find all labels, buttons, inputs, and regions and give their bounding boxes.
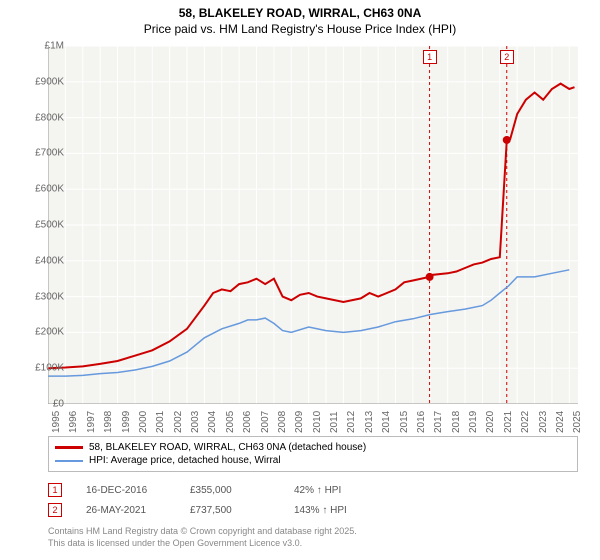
legend-item-0: 58, BLAKELEY ROAD, WIRRAL, CH63 0NA (det… [55, 441, 571, 454]
xtick-label: 2018 [451, 411, 462, 433]
ytick-label: £200K [24, 327, 64, 338]
xtick-label: 2004 [207, 411, 218, 433]
footer-attribution: Contains HM Land Registry data © Crown c… [48, 526, 357, 549]
xtick-label: 1996 [68, 411, 79, 433]
xtick-label: 2011 [329, 411, 340, 433]
ytick-label: £700K [24, 148, 64, 159]
legend-swatch-icon [55, 446, 83, 449]
chart-title: 58, BLAKELEY ROAD, WIRRAL, CH63 0NA Pric… [0, 0, 600, 37]
legend-swatch-icon [55, 460, 83, 462]
ytick-label: £300K [24, 291, 64, 302]
xtick-label: 2009 [294, 411, 305, 433]
xtick-label: 2025 [572, 411, 583, 433]
xtick-label: 2012 [346, 411, 357, 433]
xtick-label: 2002 [173, 411, 184, 433]
ytick-label: £400K [24, 255, 64, 266]
plot-svg [48, 46, 578, 404]
xtick-label: 2003 [190, 411, 201, 433]
ytick-label: £100K [24, 363, 64, 374]
xtick-label: 2001 [155, 411, 166, 433]
sale-date: 16-DEC-2016 [86, 485, 166, 496]
ytick-label: £1M [24, 41, 64, 52]
marker-badge-2: 2 [48, 503, 62, 517]
xtick-label: 2023 [538, 411, 549, 433]
xtick-label: 2022 [520, 411, 531, 433]
xtick-label: 2013 [364, 411, 375, 433]
ytick-label: £0 [24, 399, 64, 410]
ytick-label: £600K [24, 184, 64, 195]
xtick-label: 2019 [468, 411, 479, 433]
xtick-label: 2005 [225, 411, 236, 433]
sale-marker-badge-1: 1 [423, 50, 437, 64]
xtick-label: 2008 [277, 411, 288, 433]
xtick-label: 2014 [381, 411, 392, 433]
ytick-label: £900K [24, 76, 64, 87]
xtick-label: 2015 [399, 411, 410, 433]
xtick-label: 2017 [433, 411, 444, 433]
table-row: 2 26-MAY-2021 £737,500 143% ↑ HPI [48, 500, 578, 520]
title-line2: Price paid vs. HM Land Registry's House … [0, 22, 600, 38]
sale-price: £737,500 [190, 505, 270, 516]
legend-label: HPI: Average price, detached house, Wirr… [89, 455, 281, 466]
title-line1: 58, BLAKELEY ROAD, WIRRAL, CH63 0NA [0, 6, 600, 22]
table-row: 1 16-DEC-2016 £355,000 42% ↑ HPI [48, 480, 578, 500]
footer-line1: Contains HM Land Registry data © Crown c… [48, 526, 357, 538]
xtick-label: 2010 [312, 411, 323, 433]
xtick-label: 2007 [260, 411, 271, 433]
marker-badge-1: 1 [48, 483, 62, 497]
xtick-label: 2020 [485, 411, 496, 433]
legend-item-1: HPI: Average price, detached house, Wirr… [55, 454, 571, 467]
ytick-label: £500K [24, 220, 64, 231]
footer-line2: This data is licensed under the Open Gov… [48, 538, 357, 550]
xtick-label: 1997 [86, 411, 97, 433]
sale-marker-badge-2: 2 [500, 50, 514, 64]
sale-delta: 42% ↑ HPI [294, 485, 374, 496]
legend: 58, BLAKELEY ROAD, WIRRAL, CH63 0NA (det… [48, 436, 578, 472]
xtick-label: 2006 [242, 411, 253, 433]
sale-price: £355,000 [190, 485, 270, 496]
xtick-label: 2024 [555, 411, 566, 433]
xtick-label: 2000 [138, 411, 149, 433]
ytick-label: £800K [24, 112, 64, 123]
sale-date: 26-MAY-2021 [86, 505, 166, 516]
chart-area [48, 46, 578, 404]
xtick-label: 1998 [103, 411, 114, 433]
xtick-label: 2021 [503, 411, 514, 433]
sale-delta: 143% ↑ HPI [294, 505, 374, 516]
xtick-label: 2016 [416, 411, 427, 433]
xtick-label: 1999 [121, 411, 132, 433]
sales-table: 1 16-DEC-2016 £355,000 42% ↑ HPI 2 26-MA… [48, 480, 578, 520]
xtick-label: 1995 [51, 411, 62, 433]
legend-label: 58, BLAKELEY ROAD, WIRRAL, CH63 0NA (det… [89, 442, 366, 453]
